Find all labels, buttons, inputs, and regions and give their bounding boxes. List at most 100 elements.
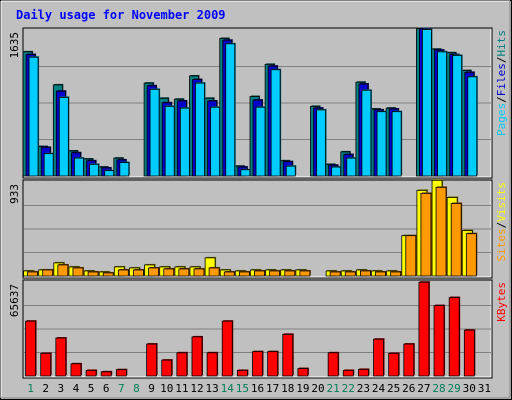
bar-sites-day-23	[360, 270, 371, 277]
bar-pages-day-25	[391, 111, 402, 177]
bar-pages-day-21	[331, 166, 342, 177]
bar-sites-day-21	[329, 271, 341, 277]
bar-pages-day-20	[316, 109, 326, 177]
x-tick-label: 30	[463, 382, 476, 395]
bar-sites-day-9	[148, 267, 159, 277]
bar-sites-day-25	[390, 271, 402, 277]
x-tick-label: 29	[448, 382, 461, 395]
bar-sites-day-2	[42, 269, 54, 277]
bar-kbytes-day-28	[433, 305, 445, 377]
bar-pages-day-2	[43, 153, 54, 177]
panel-legend: Sites/Visits	[495, 182, 508, 262]
bar-kbytes-day-25	[388, 352, 400, 377]
bar-sites-day-16	[254, 270, 265, 277]
bar-sites-day-19	[299, 270, 311, 277]
bar-sites-day-6	[102, 272, 114, 277]
bar-pages-day-18	[285, 165, 296, 177]
bar-sites-day-5	[87, 271, 99, 277]
bar-kbytes-day-3	[55, 337, 67, 377]
chart-title: Daily usage for November 2009	[16, 8, 226, 22]
bar-pages-day-29	[452, 55, 463, 177]
bar-pages-day-6	[104, 170, 115, 177]
x-tick-label: 25	[387, 382, 400, 395]
panel-kbytes: 65637 KBytes	[8, 279, 508, 379]
bar-pages-day-30	[467, 76, 478, 177]
bar-pages-day-15	[240, 169, 251, 177]
bar-kbytes-day-1	[25, 320, 36, 377]
bar-sites-day-14	[223, 271, 235, 277]
x-tick-label: 5	[88, 382, 95, 395]
legend-item: Sites	[495, 228, 508, 261]
legend-item: Hits	[495, 30, 508, 57]
bar-sites-day-4	[72, 267, 84, 277]
bar-pages-day-28	[437, 51, 447, 177]
bar-sites-day-10	[163, 268, 175, 277]
bar-kbytes-day-17	[267, 351, 279, 377]
x-tick-label: 2	[42, 382, 49, 395]
bar-pages-day-22	[346, 157, 357, 177]
bar-sites-day-3	[57, 264, 69, 277]
bar-kbytes-day-14	[221, 320, 233, 377]
bar-kbytes-day-27	[418, 281, 430, 377]
x-tick-label: 3	[58, 382, 65, 395]
x-tick-label: 16	[251, 382, 264, 395]
chart-panels: 1635Pages/Files/Hits933Sites/Visits65637…	[8, 27, 508, 379]
bar-pages-day-17	[270, 69, 281, 177]
x-tick-label: 20	[311, 382, 324, 395]
bar-sites-day-11	[178, 268, 190, 277]
bar-kbytes-day-12	[191, 336, 203, 377]
bar-pages-day-1	[28, 56, 39, 177]
bar-sites-day-13	[208, 267, 220, 277]
legend-item: Files	[495, 63, 508, 96]
bar-kbytes-day-29	[448, 297, 460, 377]
x-tick-label: 8	[133, 382, 140, 395]
legend-item: /	[495, 57, 508, 64]
bar-sites-day-7	[117, 269, 129, 277]
bar-kbytes-day-11	[176, 352, 188, 377]
bar-kbytes-day-6	[100, 371, 112, 377]
y-max-label: 1635	[8, 32, 21, 59]
x-tick-label: 14	[221, 382, 235, 395]
bar-kbytes-day-5	[85, 370, 97, 377]
y-max-label: 65637	[8, 284, 21, 317]
x-tick-label: 31	[478, 382, 491, 395]
legend-item: Pages	[495, 103, 508, 136]
bar-pages-day-23	[361, 89, 372, 177]
bar-kbytes-day-19	[297, 368, 309, 377]
legend-item: Visits	[495, 182, 508, 222]
x-tick-label: 24	[372, 382, 386, 395]
bar-sites-day-30	[465, 233, 477, 277]
x-axis: 1 2 3 4 5 6 7 8 9 10 11 12 13 14 15 16 17 18 19 20 21 22 23 24 2…	[27, 382, 491, 395]
bar-pages-day-16	[255, 106, 266, 177]
x-tick-label: 21	[327, 382, 340, 395]
x-tick-label: 28	[432, 382, 445, 395]
bar-sites-day-12	[193, 268, 205, 277]
bar-kbytes-day-18	[282, 333, 294, 377]
panel-legend: KBytes	[495, 282, 508, 322]
panel-visits-sites: 933 Sites/Visits	[8, 179, 508, 279]
bar-sites-day-8	[133, 269, 144, 277]
bar-pages-day-9	[149, 88, 160, 177]
bar-pages-day-12	[195, 82, 205, 177]
bar-kbytes-day-30	[463, 329, 475, 377]
bar-kbytes-day-23	[358, 369, 369, 377]
bar-kbytes-day-7	[115, 369, 127, 377]
bar-pages-day-13	[210, 106, 221, 177]
bar-kbytes-day-22	[342, 370, 354, 377]
x-tick-label: 10	[160, 382, 173, 395]
x-tick-label: 18	[281, 382, 294, 395]
bar-sites-day-27	[420, 192, 432, 277]
x-tick-label: 9	[148, 382, 155, 395]
bar-sites-day-24	[375, 271, 386, 277]
x-tick-label: 22	[342, 382, 355, 395]
bar-kbytes-day-4	[70, 363, 82, 377]
bar-pages-day-7	[119, 162, 130, 177]
bar-pages-day-3	[58, 97, 69, 177]
bar-pages-day-11	[179, 107, 190, 177]
bar-sites-day-26	[405, 235, 417, 277]
bar-sites-day-29	[450, 203, 462, 277]
x-tick-label: 11	[175, 382, 188, 395]
bar-kbytes-day-13	[206, 352, 218, 377]
bar-sites-day-22	[344, 271, 356, 277]
